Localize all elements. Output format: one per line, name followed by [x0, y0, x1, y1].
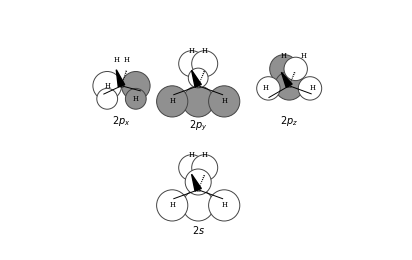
Text: H: H	[202, 151, 208, 159]
Text: H: H	[309, 84, 316, 92]
Text: H: H	[114, 56, 120, 64]
Text: H: H	[189, 151, 195, 159]
Text: H: H	[221, 202, 227, 209]
Circle shape	[192, 51, 218, 77]
Circle shape	[97, 88, 117, 109]
Circle shape	[275, 72, 304, 100]
Text: H: H	[300, 52, 307, 60]
Circle shape	[192, 155, 218, 181]
Text: H: H	[263, 84, 269, 92]
Circle shape	[93, 72, 122, 100]
Polygon shape	[192, 70, 201, 87]
Text: C: C	[119, 82, 124, 90]
Text: $2p_y$: $2p_y$	[189, 119, 207, 133]
Circle shape	[179, 51, 205, 77]
Text: H: H	[221, 98, 227, 105]
Circle shape	[188, 68, 208, 88]
Circle shape	[208, 190, 240, 221]
Circle shape	[157, 190, 188, 221]
Text: H: H	[169, 98, 175, 105]
Circle shape	[185, 169, 211, 195]
Circle shape	[125, 88, 146, 109]
Circle shape	[122, 72, 150, 100]
Circle shape	[157, 86, 188, 117]
Polygon shape	[192, 174, 201, 191]
Circle shape	[208, 86, 240, 117]
Text: C: C	[287, 82, 292, 90]
Polygon shape	[281, 72, 292, 87]
Text: $2p_z$: $2p_z$	[280, 114, 298, 128]
Circle shape	[179, 155, 205, 181]
Circle shape	[183, 190, 214, 221]
Circle shape	[257, 77, 280, 100]
Text: $2p_x$: $2p_x$	[112, 114, 131, 128]
Text: C: C	[196, 186, 201, 194]
Polygon shape	[116, 70, 125, 87]
Text: $2s$: $2s$	[192, 224, 205, 236]
Text: H: H	[281, 52, 287, 60]
Text: H: H	[169, 202, 175, 209]
Text: H: H	[123, 56, 129, 64]
Text: H: H	[133, 95, 139, 103]
Circle shape	[298, 77, 322, 100]
Text: H: H	[202, 47, 208, 55]
Circle shape	[284, 57, 307, 81]
Circle shape	[183, 86, 214, 117]
Circle shape	[270, 55, 298, 83]
Text: C: C	[196, 82, 201, 90]
Text: H: H	[104, 82, 110, 90]
Text: H: H	[189, 47, 195, 55]
